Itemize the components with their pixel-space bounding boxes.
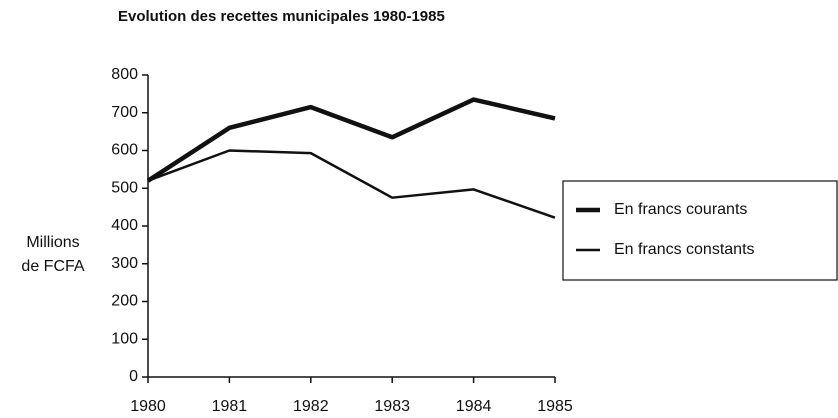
chart-title: Evolution des recettes municipales 1980-… bbox=[118, 8, 445, 25]
y-tick-label: 0 bbox=[129, 368, 138, 385]
y-tick-label: 300 bbox=[111, 255, 138, 272]
x-tick-label: 1984 bbox=[456, 398, 492, 415]
series-line bbox=[146, 97, 556, 183]
y-tick-label: 600 bbox=[111, 142, 138, 159]
legend-label: En francs courants bbox=[614, 201, 747, 218]
x-tick-label: 1980 bbox=[130, 398, 166, 415]
series-line bbox=[147, 149, 556, 219]
y-tick-label: 700 bbox=[111, 104, 138, 121]
y-tick-label: 800 bbox=[111, 66, 138, 83]
x-tick-label: 1985 bbox=[537, 398, 573, 415]
y-tick-label: 400 bbox=[111, 217, 138, 234]
y-tick-label: 500 bbox=[111, 179, 138, 196]
y-tick-label: 100 bbox=[111, 330, 138, 347]
x-tick-label: 1983 bbox=[374, 398, 410, 415]
x-tick-label: 1982 bbox=[293, 398, 329, 415]
y-axis-label: de FCFA bbox=[21, 258, 84, 275]
y-tick-label: 200 bbox=[111, 293, 138, 310]
legend-box bbox=[562, 180, 838, 281]
legend-label: En francs constants bbox=[614, 241, 755, 258]
x-tick-label: 1981 bbox=[212, 398, 248, 415]
y-axis-label: Millions bbox=[26, 234, 79, 251]
